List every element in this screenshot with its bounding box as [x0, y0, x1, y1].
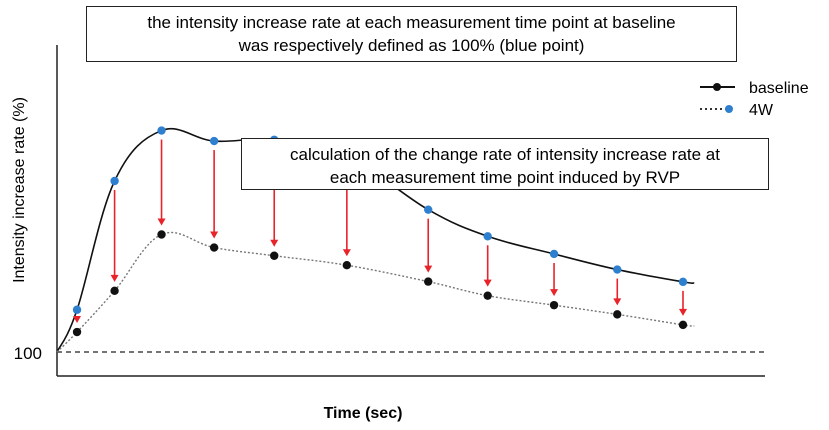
data-point-baseline-8 — [483, 232, 492, 241]
data-point-baseline-7 — [424, 205, 433, 214]
annotation-box-change-rate: calculation of the change rate of intens… — [241, 138, 769, 190]
data-point-baseline-1 — [72, 305, 82, 314]
change-arrow-7 — [424, 218, 433, 273]
data-point-4w-6 — [342, 261, 352, 270]
data-point-baseline-9 — [549, 249, 559, 259]
data-point-4w-7 — [424, 277, 433, 286]
data-point-4w-8 — [483, 291, 492, 300]
data-point-4w-2 — [110, 286, 119, 296]
data-point-baseline-10 — [613, 265, 622, 274]
legend-marker-4w — [725, 105, 733, 113]
x-axis-title: Time (sec) — [324, 405, 403, 422]
y-axis-title: Intensity increase rate (%) — [11, 97, 28, 283]
series-markers — [72, 126, 688, 337]
annotation-line: calculation of the change rate of intens… — [290, 145, 720, 164]
change-arrow-3 — [157, 139, 166, 226]
annotation-line: was respectively defined as 100% (blue p… — [238, 36, 585, 55]
data-point-4w-4 — [209, 243, 219, 252]
change-arrow-10 — [613, 278, 622, 306]
data-point-baseline-3 — [157, 126, 166, 135]
change-arrow-9 — [550, 262, 559, 297]
series-line-4w — [56, 231, 695, 353]
data-point-4w-1 — [72, 327, 82, 337]
annotation-box-baseline-definition: the intensity increase rate at each meas… — [86, 6, 737, 62]
legend-label-4w: 4W — [749, 102, 774, 119]
legend: baseline 4W — [700, 80, 809, 119]
legend-marker-baseline — [713, 83, 721, 91]
change-arrow-8 — [483, 245, 492, 287]
legend-label-baseline: baseline — [749, 80, 809, 97]
change-arrow-4 — [210, 150, 219, 239]
annotation-line: the intensity increase rate at each meas… — [147, 13, 676, 32]
legend-item-4w: 4W — [700, 102, 774, 119]
data-point-baseline-4 — [209, 136, 219, 146]
y-tick-label-100: 100 — [14, 344, 42, 363]
data-point-4w-3 — [157, 230, 166, 239]
data-point-baseline-11 — [678, 277, 688, 287]
change-arrow-11 — [679, 290, 687, 316]
data-point-4w-11 — [678, 320, 688, 330]
data-point-4w-10 — [613, 310, 622, 319]
change-arrow-1 — [73, 316, 82, 324]
legend-item-baseline: baseline — [700, 80, 809, 97]
change-arrow-2 — [110, 189, 119, 282]
data-point-4w-5 — [270, 251, 279, 260]
data-point-4w-9 — [549, 300, 559, 310]
annotation-line: each measurement time point induced by R… — [329, 168, 681, 187]
axes: 100 Intensity increase rate (%) Time (se… — [11, 45, 765, 422]
data-point-baseline-2 — [110, 176, 119, 186]
